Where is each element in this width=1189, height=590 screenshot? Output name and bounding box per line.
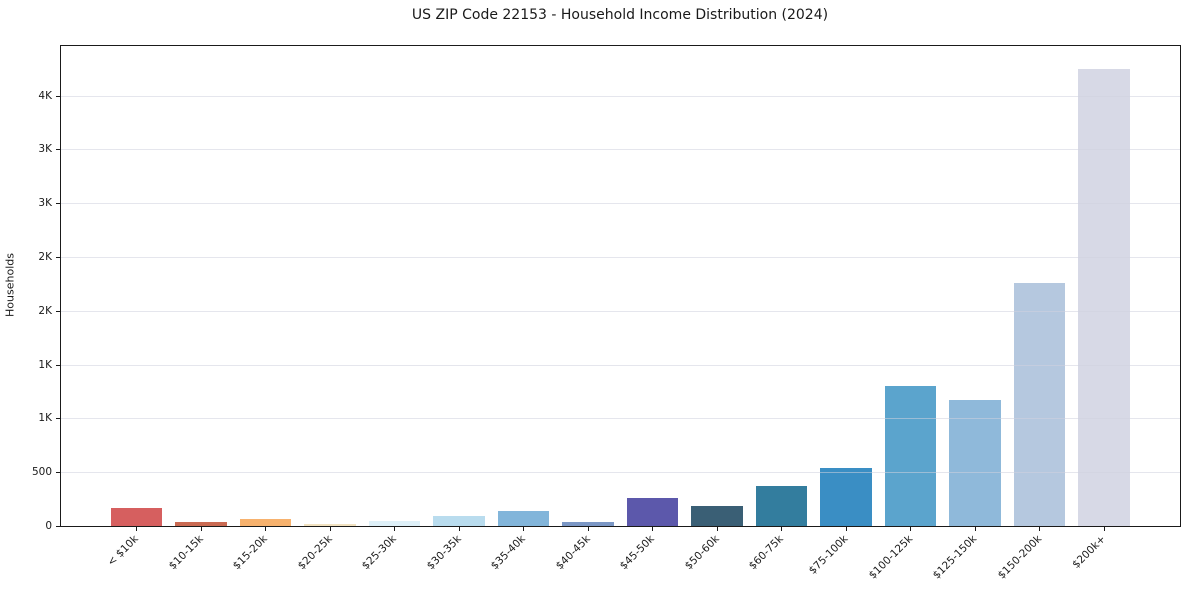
x-tick-label: $150-200k (995, 533, 1044, 582)
y-axis-title: Households (3, 253, 17, 317)
bar-200k (1078, 68, 1130, 526)
y-tick-label: 2K (38, 250, 52, 263)
x-tick-label: $75-100k (806, 533, 851, 577)
x-tick-label: $20-25k (295, 533, 335, 573)
x-tick-label: $25-30k (359, 533, 399, 573)
y-tick-label: 4K (38, 89, 52, 102)
bar-75-100k (820, 468, 872, 526)
y-tick-label: 1K (38, 412, 52, 425)
x-tick-label: $10-15k (166, 533, 206, 573)
x-tick-mark (458, 527, 460, 531)
gridline (61, 364, 1180, 366)
x-tick-mark (781, 527, 783, 531)
y-tick-label: 3K (38, 143, 52, 156)
y-tick-mark (56, 149, 60, 151)
x-tick-label: < $10k (105, 533, 141, 569)
x-tick-label: $15-20k (230, 533, 270, 573)
x-tick-mark (265, 527, 267, 531)
gridline (61, 418, 1180, 420)
bar-10-15k (175, 522, 227, 526)
chart-title: US ZIP Code 22153 - Household Income Dis… (411, 7, 829, 23)
x-tick-mark (910, 527, 912, 531)
gridline (61, 472, 1180, 474)
y-tick-mark (56, 256, 60, 258)
y-tick-mark (56, 203, 60, 205)
x-tick-mark (329, 527, 331, 531)
gridline (61, 256, 1180, 258)
bar-15-20k (239, 519, 292, 526)
x-tick-mark (394, 527, 396, 531)
x-tick-mark (1103, 527, 1105, 531)
x-tick-mark (587, 527, 589, 531)
y-tick-label: 0 (45, 520, 52, 532)
x-tick-mark (136, 527, 138, 531)
bar-100-125k (884, 386, 937, 526)
plot-area (60, 45, 1181, 527)
x-tick-label: $200k+ (1070, 533, 1109, 571)
x-tick-mark (523, 527, 525, 531)
x-tick-label: $35-40k (488, 533, 528, 573)
x-tick-mark (1039, 527, 1041, 531)
bar-60-75k (755, 486, 808, 526)
y-tick-mark (56, 526, 60, 527)
x-tick-mark (716, 527, 718, 531)
gridline (61, 95, 1180, 97)
gridline (61, 149, 1180, 151)
y-tick-label: 3K (38, 197, 52, 210)
bar-125-150k (949, 399, 1001, 526)
bar-20-25k (304, 524, 356, 526)
bar-25-30k (368, 521, 421, 526)
y-tick-mark (56, 472, 60, 474)
y-tick-label: 1K (38, 358, 52, 371)
bar-30-35k (433, 515, 485, 526)
x-tick-label: $30-35k (424, 533, 464, 573)
x-tick-label: $125-150k (930, 533, 980, 582)
x-tick-label: $50-60k (682, 533, 722, 573)
bar-35-40k (497, 510, 550, 526)
bar-50-60k (691, 506, 743, 526)
bar-150-200k (1013, 282, 1066, 526)
bar-45-50k (626, 498, 679, 526)
gridline (61, 203, 1180, 205)
y-tick-mark (56, 418, 60, 420)
x-tick-mark (652, 527, 654, 531)
x-tick-label: $45-50k (617, 533, 657, 573)
y-tick-mark (56, 310, 60, 312)
x-tick-label: $100-125k (866, 533, 915, 582)
y-tick-mark (56, 364, 60, 366)
y-tick-mark (56, 95, 60, 97)
x-tick-mark (974, 527, 976, 531)
x-tick-mark (845, 527, 847, 531)
bar-10k (110, 507, 163, 526)
y-tick-label: 2K (38, 304, 52, 317)
x-tick-label: $60-75k (746, 533, 786, 573)
x-tick-mark (200, 527, 202, 531)
x-tick-label: $40-45k (553, 533, 593, 573)
gridline (61, 310, 1180, 312)
y-tick-label: 500 (31, 466, 52, 479)
bar-40-45k (562, 521, 614, 526)
